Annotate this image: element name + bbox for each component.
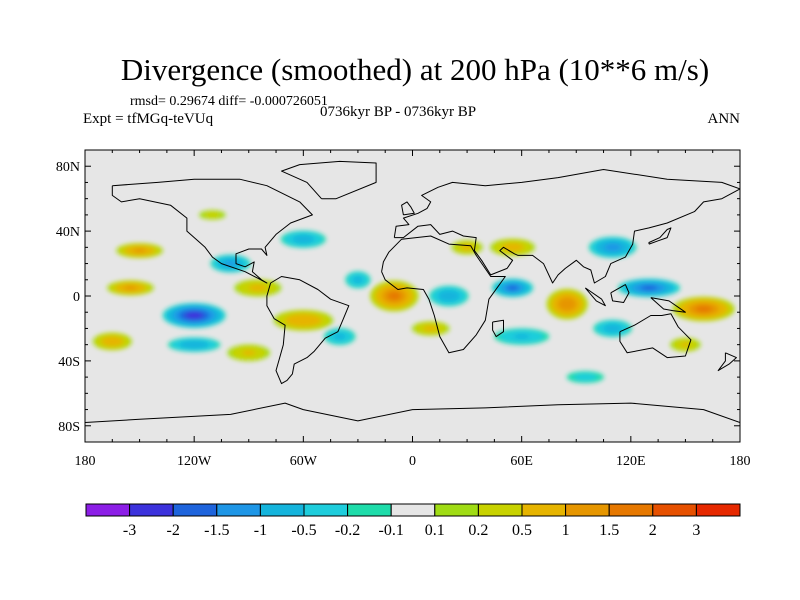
anomaly-region-10-level-2 xyxy=(437,290,460,302)
anomaly-region-25-level-2 xyxy=(353,276,363,284)
colorbar-label: -0.5 xyxy=(291,522,316,539)
y-tick-label: 0 xyxy=(73,290,80,305)
coastline-eurasia xyxy=(393,169,740,284)
coastline-uk xyxy=(401,201,415,216)
colorbar-label: -3 xyxy=(123,522,136,539)
colorbar-label: 0.2 xyxy=(468,522,488,539)
anomaly-region-21-level-2 xyxy=(242,350,256,356)
anomaly-region-12-level-3 xyxy=(557,297,577,312)
anomaly-region-11-level-4 xyxy=(507,285,519,291)
coastline-sumatra xyxy=(584,287,606,307)
anomaly-region-13-level-4 xyxy=(640,285,658,291)
colorbar-label: 0.1 xyxy=(425,522,445,539)
anomaly-region-16-level-2 xyxy=(501,243,524,252)
colorbar-swatch xyxy=(172,503,218,517)
anomaly-region-8-level-2 xyxy=(333,333,346,340)
colorbar-label: -0.2 xyxy=(335,522,360,539)
season-label: ANN xyxy=(707,111,741,127)
colorbar: -3 -2 -1.5 -1 -0.5 -0.2 -0.1 0.1 0.2 0.5 1 1.5 2 3 xyxy=(85,503,741,539)
anomaly-region-4-level-3 xyxy=(225,261,237,266)
period-label: 0736kyr BP - 0736kyr BP xyxy=(320,104,477,120)
colorbar-label: 0.5 xyxy=(512,522,532,539)
colorbar-label: 1.5 xyxy=(599,522,619,539)
coastline-africa xyxy=(381,235,506,354)
x-tick-label: 120W xyxy=(177,454,212,469)
y-tick-label: 40S xyxy=(58,355,80,370)
x-tick-label: 60W xyxy=(290,454,318,469)
coastlines xyxy=(85,160,740,423)
colorbar-label: -0.1 xyxy=(379,522,404,539)
coastline-south-america xyxy=(266,276,350,385)
anomaly-region-15-level-3 xyxy=(604,243,622,252)
colorbar-swatch xyxy=(259,503,305,517)
colorbar-swatch xyxy=(434,503,479,517)
colorbar-label: -2 xyxy=(167,522,180,539)
experiment-label: Expt = tfMGq-teVUq xyxy=(83,111,214,127)
y-tick-label: 80N xyxy=(56,160,80,175)
anomaly-region-22-level-1 xyxy=(573,373,598,381)
colorbar-swatch xyxy=(652,503,697,517)
coastline-new-guinea xyxy=(650,297,686,313)
colorbar-swatch xyxy=(129,503,174,517)
anomaly-region-7-level-2 xyxy=(285,314,322,327)
colorbar-swatch xyxy=(216,503,261,517)
anomaly-region-3-level-3 xyxy=(133,248,146,253)
anomaly-region-14-level-4 xyxy=(695,305,712,313)
coastline-greenland xyxy=(281,160,377,200)
colorbar-label: 1 xyxy=(562,522,570,539)
anomaly-region-2-level-3 xyxy=(124,285,137,290)
anomaly-region-19-level-2 xyxy=(680,342,690,347)
colorbar-label: 3 xyxy=(692,522,700,539)
anomaly-region-0-level-4 xyxy=(387,291,401,301)
colorbar-swatch xyxy=(347,503,392,517)
colorbar-swatch xyxy=(390,503,436,517)
colorbar-swatch xyxy=(695,503,741,517)
anomaly-region-23-level-1 xyxy=(203,211,221,218)
colorbar-swatch xyxy=(608,503,654,517)
anomaly-region-17-level-2 xyxy=(513,334,530,339)
colorbar-swatch xyxy=(303,503,349,517)
x-tick-label: 120E xyxy=(616,454,646,469)
anomaly-region-26-level-2 xyxy=(423,325,438,332)
coastline-japan xyxy=(648,227,672,245)
anomaly-region-1-level-5 xyxy=(185,311,204,320)
map-field xyxy=(85,150,740,442)
colorbar-label: 2 xyxy=(649,522,657,539)
coastline-australia xyxy=(619,313,692,359)
colorbar-swatch xyxy=(477,503,523,517)
stats-label: rmsd= 0.29674 diff= -0.000726051 xyxy=(130,94,328,109)
coastline-madagascar xyxy=(492,319,504,338)
colorbar-swatch xyxy=(521,503,567,517)
anomaly-region-18-level-2 xyxy=(603,324,622,333)
map-axes: 180 120W 60W 0 60E 120E 180 80N 40N 0 40S 80S xyxy=(56,150,751,469)
colorbar-label: -1.5 xyxy=(204,522,229,539)
x-tick-label: 0 xyxy=(409,454,416,469)
coastline-indonesia-borneo xyxy=(610,284,630,303)
x-tick-label: 180 xyxy=(730,454,751,469)
x-tick-label: 180 xyxy=(75,454,96,469)
x-tick-label: 60E xyxy=(510,454,533,469)
y-tick-label: 40N xyxy=(56,225,80,240)
coastline-north-america xyxy=(111,178,313,284)
anomaly-region-6-level-2 xyxy=(248,284,267,292)
colorbar-swatch xyxy=(85,503,131,517)
colorbar-swatch xyxy=(565,503,610,517)
anomaly-region-9-level-2 xyxy=(101,336,124,347)
anomaly-region-20-level-2 xyxy=(179,340,209,349)
colorbar-label: -1 xyxy=(254,522,267,539)
coastline-new-zealand xyxy=(717,352,737,372)
coastline-antarctica xyxy=(85,402,740,423)
chart-title: Divergence (smoothed) at 200 hPa (10**6 … xyxy=(120,52,710,87)
anomaly-region-5-level-2 xyxy=(292,235,315,244)
y-tick-label: 80S xyxy=(58,420,80,435)
